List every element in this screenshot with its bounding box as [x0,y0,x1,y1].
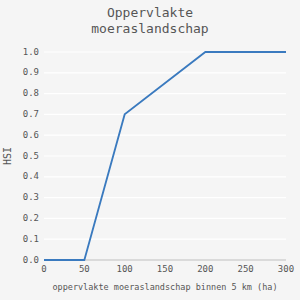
grid-line [44,135,286,136]
y-tick-label: 0.2 [23,213,39,223]
y-tick-label: 0.9 [23,67,39,77]
y-grid [44,52,286,260]
chart: 0.0 0.1 0.2 0.3 0.4 0.5 0.6 0.7 0.8 0.9 1.0 0 50 100 1… [0,0,300,300]
grid-line [44,239,286,240]
x-tick-label: 250 [238,264,254,274]
data-line [44,52,286,260]
y-axis-label: HSI [2,147,13,165]
grid-line [44,155,286,156]
y-tick-label: 1.0 [23,47,39,57]
y-tick-label: 0.3 [23,192,39,202]
grid-line [44,114,286,115]
x-axis-label: oppervlakte moeraslandschap binnen 5 km … [52,282,277,292]
x-tick-label: 50 [79,264,90,274]
y-tick-label: 0.7 [23,109,39,119]
y-tick-label: 0.6 [23,130,39,140]
plot-area [44,52,286,260]
y-tick-label: 0.4 [23,171,39,181]
grid-line [44,176,286,177]
y-tick-label: 0.8 [23,88,39,98]
x-tick-label: 0 [41,264,46,274]
y-tick-label: 0.0 [23,255,39,265]
x-tick-label: 100 [117,264,133,274]
grid-line [44,72,286,73]
y-tick-label: 0.5 [23,151,39,161]
title: Oppervlaktemoeraslandschap [91,5,209,36]
x-tick-label: 300 [278,264,294,274]
x-tick-label: 200 [197,264,213,274]
grid-line [44,197,286,198]
grid-line [44,218,286,219]
x-tick-label: 150 [157,264,173,274]
grid-line [44,93,286,94]
background [0,0,300,300]
y-tick-label: 0.1 [23,234,39,244]
